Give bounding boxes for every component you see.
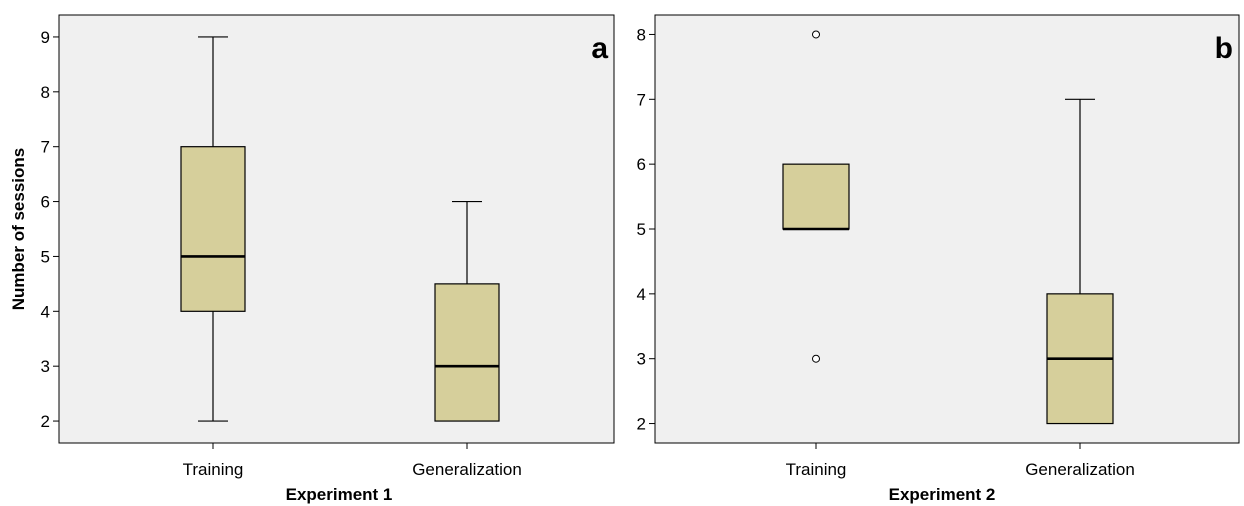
panel-a-x-category-generalization: Generalization <box>412 460 522 479</box>
panel-a-y-tick-label: 4 <box>41 302 50 321</box>
panel-a-plot-area <box>58 14 615 444</box>
panel-b-y-tick-label: 7 <box>637 90 646 109</box>
panel-a-y-tick-label: 5 <box>41 247 50 266</box>
panel-b-y-tick-label: 2 <box>637 415 646 434</box>
panel-a-generalization-box <box>434 283 500 422</box>
panel-a-x-category-training: Training <box>183 460 244 479</box>
panel-a-y-axis-title: Number of sessions <box>9 148 28 311</box>
panel-a-y-tick-label: 8 <box>41 83 50 102</box>
panel-a-letter: a <box>591 32 608 65</box>
panel-a-y-tick-label: 9 <box>41 28 50 47</box>
panel-b-training-outlier <box>812 354 820 363</box>
panel-b-plot-area <box>654 14 1240 444</box>
panel-b-marks: 2 3 4 5 6 7 8 <box>637 25 1114 449</box>
panel-b-y-tick-label: 5 <box>637 220 646 239</box>
panel-b-x-axis-title: Experiment 2 <box>889 485 996 504</box>
panel-b-y-tick-label: 8 <box>637 25 646 44</box>
panel-a: 2 3 4 5 6 7 8 9 a Number of sessions Training G… <box>9 14 615 504</box>
panel-b-y-tick-label: 3 <box>637 350 646 369</box>
panel-a-y-tick-label: 7 <box>41 138 50 157</box>
panel-b-letter: b <box>1215 32 1233 65</box>
panel-a-training-box <box>180 146 246 312</box>
panel-b-y-tick-label: 4 <box>637 285 646 304</box>
panel-b-x-category-training: Training <box>786 460 847 479</box>
panel-a-x-axis-title: Experiment 1 <box>286 485 393 504</box>
panel-b-training-box <box>782 163 850 230</box>
panel-b-training-outlier <box>812 30 820 39</box>
panel-a-y-tick-label: 6 <box>41 193 50 212</box>
panel-b: 2 3 4 5 6 7 8 b Training Generalization Experi… <box>637 14 1240 504</box>
panel-a-marks: 2 3 4 5 6 7 8 9 <box>41 28 500 449</box>
panel-b-x-category-generalization: Generalization <box>1025 460 1135 479</box>
panel-a-y-tick-label: 2 <box>41 412 50 431</box>
panel-b-y-tick-label: 6 <box>637 155 646 174</box>
panel-a-y-tick-label: 3 <box>41 357 50 376</box>
